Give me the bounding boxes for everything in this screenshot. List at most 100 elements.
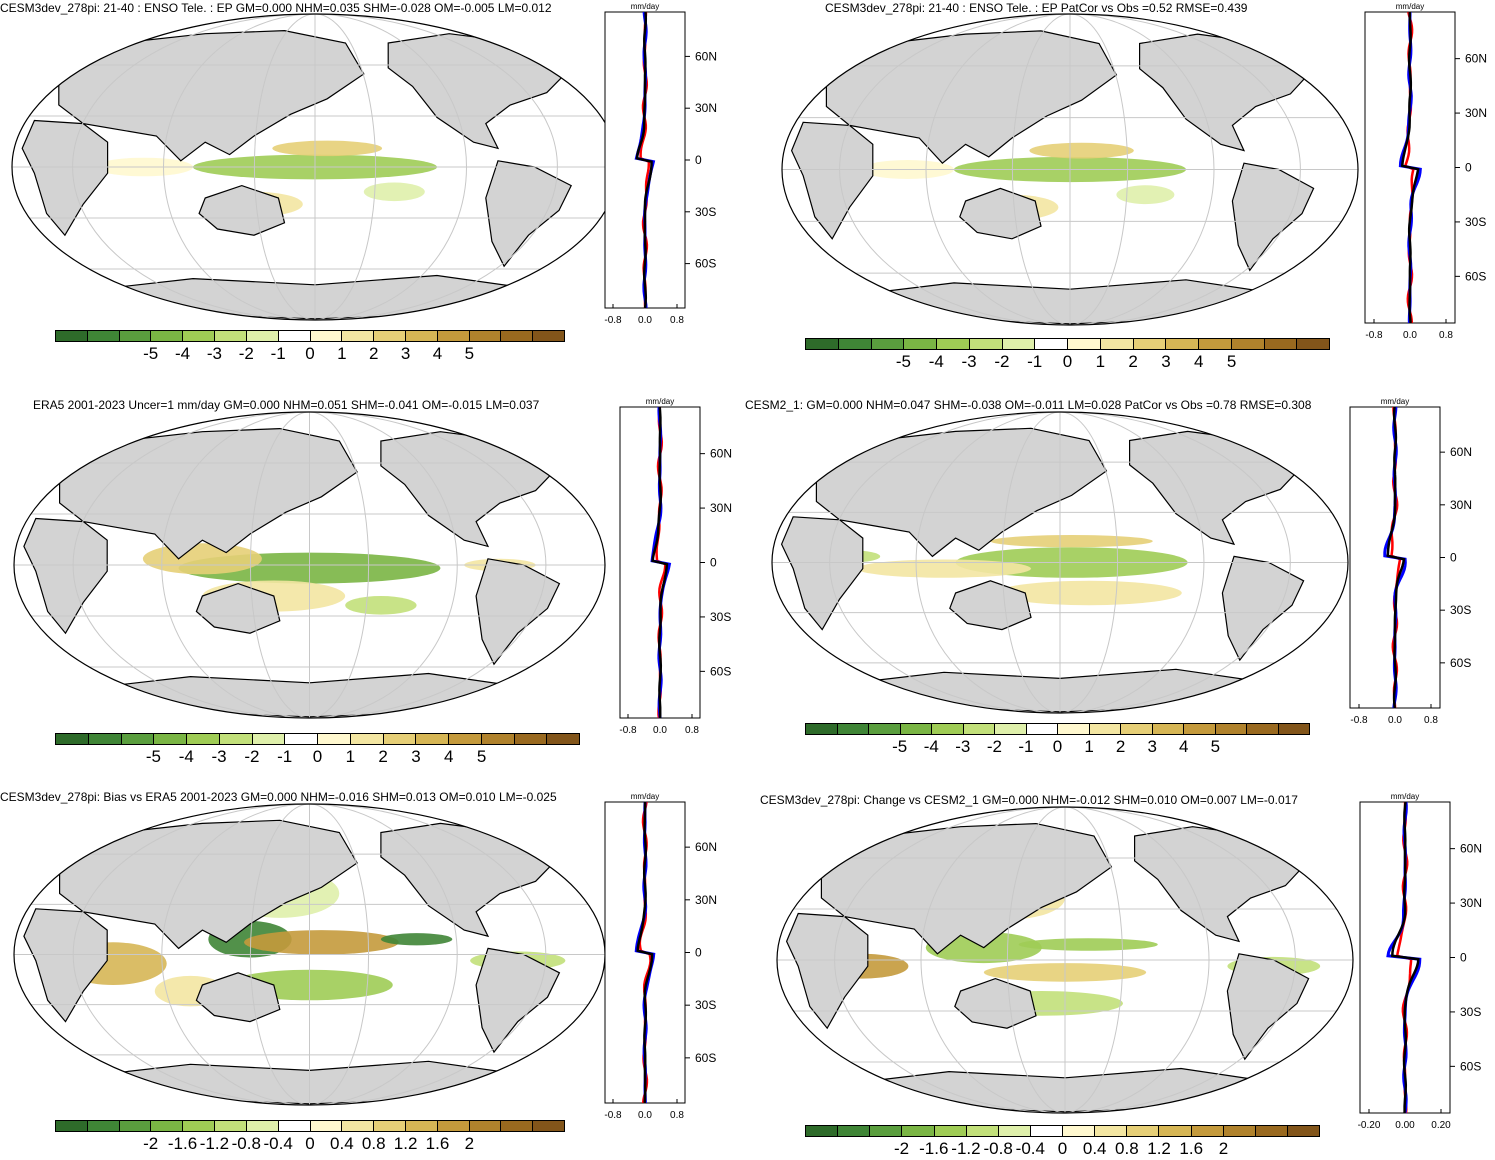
zonal-units-label: mm/day (646, 397, 674, 406)
colorbar-label: 3 (400, 344, 411, 363)
colorbar-box (937, 339, 970, 349)
colorbar-box (416, 734, 449, 744)
meridian-line (314, 14, 558, 320)
colorbar-box (547, 734, 579, 744)
panel-title: CESM2_1: GM=0.000 NHM=0.047 SHM=-0.038 O… (745, 398, 1312, 412)
colorbar-label: 2 (464, 1134, 475, 1153)
colorbar-box (900, 724, 932, 734)
meridian-line (249, 804, 310, 1105)
colorbar-label: -0.4 (1015, 1139, 1045, 1158)
colorbar-label: 2 (378, 747, 388, 766)
land-samerica (475, 947, 561, 1054)
colorbar-label: 0 (1052, 737, 1063, 756)
colorbar: -5 -4 -3 -2 -1 0 1 2 3 4 5 (805, 723, 1310, 756)
zonal-x-label: 0.8 (1439, 330, 1453, 341)
colorbar-box (1030, 1126, 1063, 1136)
zonal-y-label: 0 (695, 946, 702, 960)
zonal-mean-plot: mm/day 60N 30N 0 30S 60S -0.8 0.0 0.8 (619, 397, 732, 736)
colorbar-labels: -2 -1.6 -1.2 -0.8 -0.4 0 0.4 0.8 1.2 1.6 2 (805, 1137, 1320, 1158)
colorbar-box (215, 331, 247, 341)
land-australia (954, 977, 1037, 1029)
meridian-line (1001, 412, 1061, 713)
meridian-line (834, 807, 1066, 1113)
meridian-line (309, 412, 458, 718)
colorbar-box (151, 1121, 184, 1131)
colorbar-label: 0.8 (361, 1134, 386, 1153)
zonal-y-label: 30S (695, 998, 716, 1012)
zonal-mean-plot: mm/day 60N 30N 0 30S 60S -0.20 0.00 0.20 (1358, 792, 1482, 1131)
colorbar-box (1287, 1126, 1319, 1136)
colorbar-label: -5 (892, 737, 908, 756)
colorbar-box (405, 1121, 438, 1131)
zonal-x-label: 0.0 (1403, 330, 1417, 341)
meridian-line (1064, 807, 1296, 1113)
colorbar-label: 0.4 (330, 1134, 354, 1153)
zonal-x-label: 0.8 (670, 1110, 684, 1121)
meridian-line (161, 412, 310, 718)
land-australia (959, 187, 1042, 240)
zonal-y-label: 30N (695, 893, 717, 907)
zonal-y-label: 60S (710, 664, 731, 678)
zonal-x-label: -0.8 (1365, 330, 1383, 341)
land-europe (576, 458, 605, 504)
colorbar-box (1063, 1126, 1096, 1136)
zonal-y-label: 30N (1450, 498, 1472, 512)
meridian-line (161, 804, 310, 1105)
colorbar: -2 -1.6 -1.2 -0.8 -0.4 0 0.4 0.8 1.2 1.6 2 (55, 1120, 565, 1153)
colorbar-box (310, 1121, 343, 1131)
colorbar-box (533, 331, 564, 341)
colorbar-labels: -2 -1.6 -1.2 -0.8 -0.4 0 0.4 0.8 1.2 1.6 2 (55, 1132, 565, 1153)
colorbar-box (838, 1126, 871, 1136)
colorbar-box (871, 339, 905, 349)
panel-5: CESM3dev_278pi: Bias vs ERA5 2001-2023 G… (0, 790, 740, 1160)
zonal-x-label: 0.0 (638, 1110, 652, 1121)
land-africa (23, 517, 108, 635)
colorbar-box (1231, 339, 1265, 349)
zonal-units-label: mm/day (631, 792, 659, 801)
colorbar-label: -1.6 (919, 1139, 949, 1158)
colorbar-box (183, 331, 216, 341)
land-australia (195, 582, 281, 634)
zonal-y-label: 0 (1450, 551, 1457, 565)
anomaly-region (345, 596, 417, 615)
mean-curve (636, 802, 654, 1104)
land-asia (815, 427, 1108, 558)
meridian-line (1011, 14, 1071, 325)
colorbar-label: 0.8 (1115, 1139, 1139, 1158)
meridian-line (314, 14, 377, 320)
colorbar-label: 1.2 (393, 1134, 418, 1153)
colorbar-box (1058, 724, 1090, 734)
land-greenland (1296, 822, 1339, 874)
colorbar-box (533, 1121, 564, 1131)
mean-curve (1390, 801, 1420, 1113)
panel-6: CESM3dev_278pi: Change vs CESM2_1 GM=0.0… (745, 790, 1495, 1160)
zonal-x-label: 0.20 (1431, 1120, 1451, 1131)
colorbar-box (902, 1126, 935, 1136)
land-africa (23, 908, 108, 1023)
meridian-line (72, 412, 310, 718)
zonal-x-label: 0.0 (1388, 715, 1402, 726)
colorbar-label: 1 (337, 344, 347, 363)
zonal-y-label: 60N (695, 49, 717, 63)
colorbar-box (1127, 1126, 1160, 1136)
colorbar-label: -4 (178, 747, 194, 766)
colorbar-box (215, 1121, 247, 1131)
colorbar-box (151, 331, 184, 341)
colorbar-label: 2 (1128, 352, 1138, 371)
colorbar-box (995, 724, 1027, 734)
colorbar-label: 0 (305, 1134, 315, 1153)
zonal-x-label: 0.8 (685, 725, 699, 736)
zonal-y-label: 60N (1460, 842, 1482, 856)
colorbar-labels: -5 -4 -3 -2 -1 0 1 2 3 4 5 (805, 735, 1310, 756)
colorbar-label: 1 (1084, 737, 1094, 756)
colorbar-label: 0 (305, 344, 315, 363)
colorbar-box (469, 1121, 502, 1131)
zonal-y-label: 30N (1465, 106, 1487, 120)
zonal-units-label: mm/day (1381, 397, 1409, 406)
zonal-mean-plot: mm/day 60N 30N 0 30S 60S -0.8 0.0 0.8 (604, 2, 717, 326)
meridian-line (839, 14, 1071, 325)
meridian-line (309, 804, 547, 1105)
colorbar-box (88, 734, 122, 744)
anomaly-region (142, 543, 262, 575)
anomaly-region (990, 535, 1153, 548)
